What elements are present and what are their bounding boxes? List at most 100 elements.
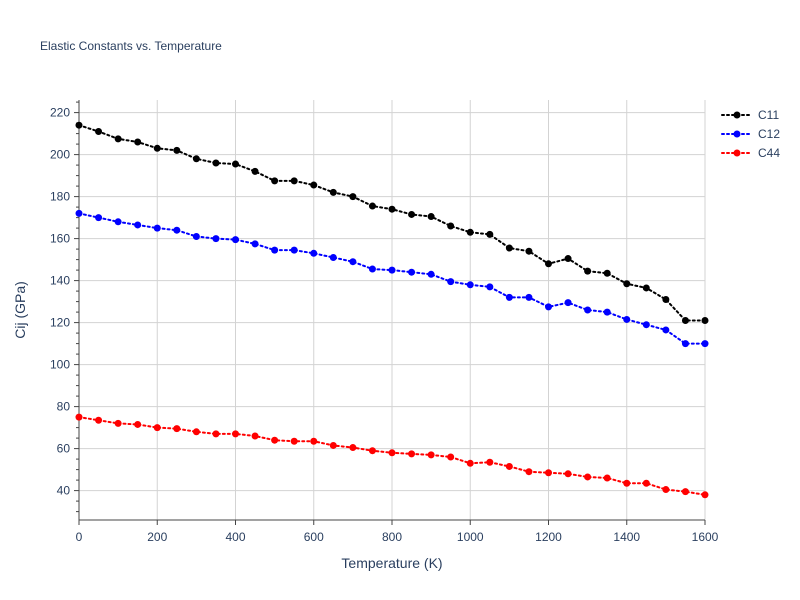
data-point[interactable] (114, 135, 122, 143)
data-point[interactable] (505, 462, 513, 470)
data-point[interactable] (603, 474, 611, 482)
data-point[interactable] (134, 221, 142, 229)
data-point[interactable] (251, 240, 259, 248)
data-point[interactable] (486, 230, 494, 238)
data-point[interactable] (75, 121, 83, 129)
data-point[interactable] (271, 177, 279, 185)
legend-item-c44[interactable]: C44 (721, 146, 780, 160)
data-point[interactable] (232, 160, 239, 168)
data-point[interactable] (349, 258, 357, 266)
data-point[interactable] (173, 226, 181, 234)
data-point[interactable] (584, 267, 592, 275)
data-point[interactable] (368, 202, 376, 210)
data-point[interactable] (505, 244, 513, 252)
data-point[interactable] (564, 255, 572, 263)
data-point[interactable] (192, 233, 200, 240)
data-point[interactable] (95, 214, 103, 222)
data-point[interactable] (232, 430, 239, 438)
data-point[interactable] (545, 469, 552, 477)
data-point[interactable] (603, 308, 611, 316)
legend[interactable]: C11 C12 C44 (721, 108, 780, 160)
data-point[interactable] (271, 246, 279, 254)
data-point[interactable] (349, 444, 357, 452)
data-point[interactable] (545, 260, 552, 268)
data-point[interactable] (427, 270, 435, 278)
data-point[interactable] (525, 293, 533, 301)
data-point[interactable] (153, 224, 161, 232)
data-point[interactable] (134, 420, 142, 428)
data-point[interactable] (212, 235, 220, 243)
data-point[interactable] (642, 284, 650, 292)
data-point[interactable] (290, 437, 298, 445)
data-point[interactable] (466, 281, 474, 289)
data-point[interactable] (681, 340, 689, 348)
data-point[interactable] (662, 326, 670, 334)
data-point[interactable] (192, 428, 200, 436)
data-point[interactable] (466, 228, 474, 236)
data-point[interactable] (388, 266, 396, 274)
data-point[interactable] (310, 181, 318, 189)
data-point[interactable] (584, 306, 592, 314)
data-point[interactable] (173, 146, 181, 154)
data-point[interactable] (662, 486, 670, 494)
data-point[interactable] (642, 321, 650, 329)
data-point[interactable] (408, 268, 416, 276)
data-point[interactable] (153, 144, 161, 152)
data-point[interactable] (447, 278, 455, 286)
data-point[interactable] (114, 218, 122, 226)
data-point[interactable] (486, 458, 494, 466)
data-point[interactable] (349, 193, 357, 201)
data-point[interactable] (388, 205, 396, 213)
data-point[interactable] (75, 413, 83, 421)
data-point[interactable] (329, 188, 337, 196)
data-point[interactable] (388, 449, 396, 457)
data-point[interactable] (173, 425, 181, 433)
data-point[interactable] (310, 437, 318, 445)
data-point[interactable] (408, 210, 416, 218)
data-point[interactable] (701, 317, 709, 324)
data-point[interactable] (114, 419, 122, 427)
data-point[interactable] (486, 283, 494, 291)
data-point[interactable] (701, 491, 709, 499)
data-point[interactable] (623, 315, 631, 323)
data-point[interactable] (525, 247, 533, 255)
data-point[interactable] (525, 468, 533, 476)
data-point[interactable] (251, 167, 259, 175)
data-point[interactable] (75, 209, 83, 217)
data-point[interactable] (603, 269, 611, 277)
data-point[interactable] (545, 303, 552, 311)
data-point[interactable] (505, 293, 513, 301)
data-point[interactable] (623, 280, 631, 288)
data-point[interactable] (329, 441, 337, 449)
data-point[interactable] (290, 177, 298, 185)
data-point[interactable] (564, 299, 572, 307)
data-point[interactable] (662, 296, 670, 303)
data-point[interactable] (134, 138, 142, 146)
legend-item-c12[interactable]: C12 (721, 127, 780, 141)
data-point[interactable] (564, 470, 572, 478)
data-point[interactable] (642, 479, 650, 487)
data-point[interactable] (623, 479, 631, 487)
data-point[interactable] (153, 424, 161, 432)
data-point[interactable] (584, 473, 592, 481)
data-point[interactable] (95, 416, 103, 424)
data-point[interactable] (192, 155, 200, 163)
data-point[interactable] (427, 213, 435, 221)
data-point[interactable] (271, 436, 279, 444)
data-point[interactable] (466, 459, 474, 467)
data-point[interactable] (447, 453, 455, 461)
data-point[interactable] (329, 254, 337, 261)
data-point[interactable] (681, 317, 689, 324)
data-point[interactable] (232, 236, 239, 244)
data-point[interactable] (408, 450, 416, 458)
data-point[interactable] (447, 222, 455, 230)
data-point[interactable] (290, 246, 298, 254)
data-point[interactable] (701, 340, 709, 348)
data-point[interactable] (251, 432, 259, 440)
data-point[interactable] (368, 265, 376, 273)
legend-item-c11[interactable]: C11 (721, 108, 779, 122)
data-point[interactable] (95, 128, 103, 135)
data-point[interactable] (681, 488, 689, 496)
data-point[interactable] (212, 159, 220, 167)
data-point[interactable] (310, 249, 318, 257)
